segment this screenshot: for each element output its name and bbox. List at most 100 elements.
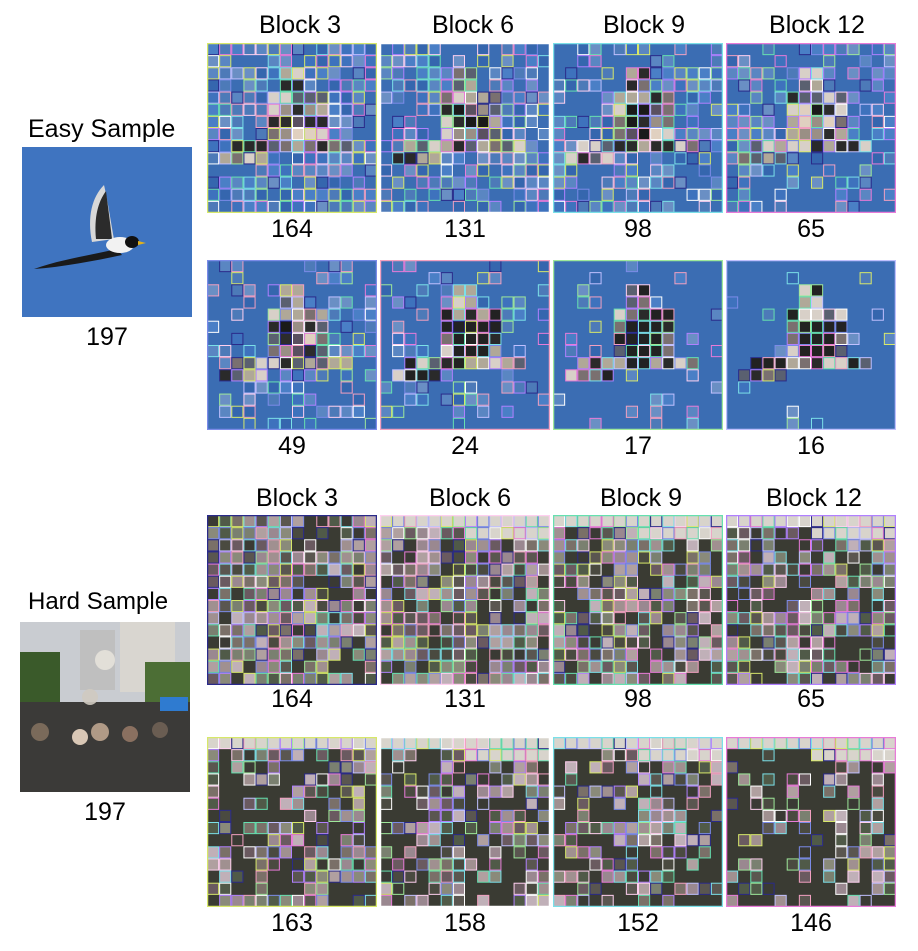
token-cell xyxy=(774,612,787,625)
tile-frame xyxy=(553,43,723,213)
token-cell xyxy=(835,846,848,859)
token-cell xyxy=(589,600,602,613)
token-cell xyxy=(525,91,538,104)
token-cell xyxy=(601,357,614,370)
token-cell xyxy=(316,115,329,128)
token-cell xyxy=(883,624,896,637)
token-cell xyxy=(871,308,884,321)
token-cell xyxy=(859,527,872,540)
token-cell xyxy=(316,636,329,649)
token-cell xyxy=(489,624,502,637)
token-cell xyxy=(477,43,490,56)
token-cell xyxy=(501,773,514,786)
token-cell xyxy=(674,660,687,673)
token-cell xyxy=(525,188,538,201)
token-cell xyxy=(404,43,417,56)
token-cell xyxy=(698,128,711,141)
token-cell xyxy=(477,624,490,637)
token-cell xyxy=(835,624,848,637)
token-cell xyxy=(392,320,405,333)
token-cell xyxy=(525,551,538,564)
token-cell xyxy=(625,332,638,345)
token-cell xyxy=(501,551,514,564)
token-cell xyxy=(416,308,429,321)
token-cell xyxy=(601,648,614,661)
token-cell xyxy=(710,660,723,673)
token-cell xyxy=(255,369,268,382)
token-cell xyxy=(811,834,824,847)
token-cell xyxy=(279,737,292,750)
token-cell xyxy=(465,660,478,673)
token-cell xyxy=(489,575,502,588)
token-cell xyxy=(513,809,526,822)
token-cell xyxy=(625,882,638,895)
token-cell xyxy=(750,357,763,370)
token-cell xyxy=(625,858,638,871)
token-cell xyxy=(625,600,638,613)
token-cell xyxy=(219,672,232,685)
token-cell xyxy=(340,381,353,394)
token-cell xyxy=(589,79,602,92)
token-cell xyxy=(565,200,578,213)
token-cell xyxy=(835,128,848,141)
token-cell xyxy=(738,539,751,552)
token-cell xyxy=(553,672,566,685)
token-cell xyxy=(416,834,429,847)
token-cell xyxy=(871,858,884,871)
token-cell xyxy=(726,648,739,661)
token-cell xyxy=(452,749,465,762)
token-cell xyxy=(835,660,848,673)
token-cell xyxy=(537,773,550,786)
token-cell xyxy=(392,672,405,685)
token-cell xyxy=(601,737,614,750)
token-cell xyxy=(686,103,699,116)
token-cell xyxy=(883,332,896,345)
token-cell xyxy=(352,115,365,128)
token-cell xyxy=(304,188,317,201)
token-cell xyxy=(726,624,739,637)
token-cell xyxy=(662,308,675,321)
token-cell xyxy=(537,188,550,201)
token-cell xyxy=(762,587,775,600)
token-cell xyxy=(662,140,675,153)
token-cell xyxy=(553,797,566,810)
token-cell xyxy=(501,624,514,637)
token-cell xyxy=(823,648,836,661)
token-cell xyxy=(452,381,465,394)
token-cell xyxy=(537,152,550,165)
token-cell xyxy=(328,79,341,92)
token-cell xyxy=(638,357,651,370)
token-cell xyxy=(811,527,824,540)
token-cell xyxy=(589,272,602,285)
token-cell xyxy=(267,91,280,104)
token-cell xyxy=(452,636,465,649)
token-cell xyxy=(613,870,626,883)
token-cell xyxy=(565,67,578,80)
token-cell xyxy=(477,749,490,762)
token-cell xyxy=(638,551,651,564)
token-cell xyxy=(416,551,429,564)
token-cell xyxy=(513,140,526,153)
token-cell xyxy=(613,103,626,116)
token-cell xyxy=(513,636,526,649)
token-cell xyxy=(352,539,365,552)
token-cell xyxy=(279,200,292,213)
token-cell xyxy=(340,260,353,273)
token-cell xyxy=(364,551,377,564)
hard-block3-header: Block 3 xyxy=(256,484,338,512)
token-cell xyxy=(304,773,317,786)
token-cell xyxy=(738,563,751,576)
token-cell xyxy=(316,55,329,68)
token-cell xyxy=(501,636,514,649)
token-cell xyxy=(613,624,626,637)
token-cell xyxy=(231,761,244,774)
token-cell xyxy=(255,79,268,92)
token-cell xyxy=(811,357,824,370)
token-cell xyxy=(440,587,453,600)
token-cell xyxy=(440,882,453,895)
token-cell xyxy=(662,393,675,406)
token-cell xyxy=(219,79,232,92)
token-cell xyxy=(404,587,417,600)
token-cell xyxy=(267,660,280,673)
token-cell xyxy=(231,152,244,165)
